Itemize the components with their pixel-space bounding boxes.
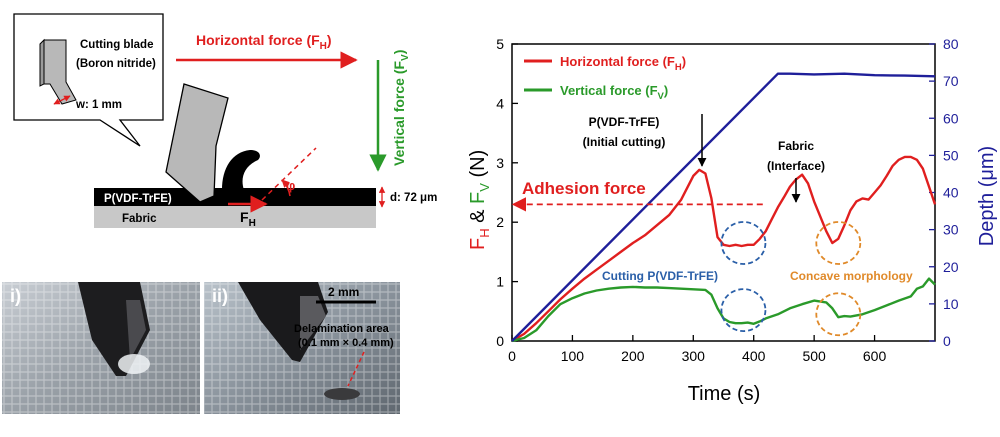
highlight-circle — [720, 288, 767, 333]
vertical-force-line — [511, 277, 936, 343]
right-tick-label: 10 — [943, 296, 959, 312]
blade-icon — [39, 38, 77, 105]
x-tick-label: 400 — [742, 348, 766, 364]
left-axis: 0 1 2 3 4 5 — [496, 36, 518, 349]
callout-line2: (Boron nitride) — [76, 58, 156, 70]
right-axis-label: Depth (μm) — [976, 146, 998, 246]
photo-i-label: i) — [10, 286, 21, 306]
angle-label: φ — [286, 178, 295, 193]
x-tick-label: 300 — [682, 348, 706, 364]
thickness-label: d: 72 μm — [390, 192, 437, 204]
right-tick-label: 50 — [943, 147, 959, 163]
width-label: w: 1 mm — [75, 99, 122, 111]
right-tick-label: 0 — [943, 333, 951, 349]
left-tick-label: 5 — [496, 36, 504, 52]
x-axis-label: Time (s) — [688, 383, 761, 405]
substrate — [94, 206, 376, 228]
interface-line2: (Interface) — [767, 159, 825, 173]
right-tick-label: 70 — [943, 73, 959, 89]
legend: Horizontal force (FH) Vertical force (FV… — [524, 54, 686, 102]
callout-bubble — [13, 13, 164, 147]
right-tick-label: 60 — [943, 110, 959, 126]
chart: 0 100 200 300 400 500 600 0 1 2 3 4 5 0 10 20 30 40 50 60… — [467, 36, 998, 405]
angle-reference-line — [261, 147, 317, 201]
concave-label: Concave morphology — [790, 269, 913, 283]
left-tick-label: 0 — [496, 333, 504, 349]
right-tick-label: 80 — [943, 36, 959, 52]
legend-label-horizontal: Horizontal force (FH) — [560, 54, 686, 73]
right-axis: 0 10 20 30 40 50 60 70 80 — [929, 36, 959, 349]
highlight-circle — [815, 292, 862, 337]
fh-label: FH — [240, 209, 256, 229]
x-axis: 0 100 200 300 400 500 600 — [508, 335, 886, 364]
x-tick-label: 200 — [621, 348, 645, 364]
x-tick-label: 100 — [561, 348, 585, 364]
callout-line1: Cutting blade — [80, 39, 153, 51]
width-arrow — [53, 95, 71, 105]
horizontal-force-line — [511, 155, 937, 343]
film-layer — [94, 188, 376, 206]
left-tick-label: 2 — [496, 214, 504, 230]
cutting-blade — [165, 83, 229, 203]
photo-i: i) — [2, 282, 200, 414]
x-tick-label: 0 — [508, 348, 516, 364]
substrate-label: Fabric — [122, 213, 157, 225]
right-tick-label: 20 — [943, 259, 959, 275]
adhesion-label: Adhesion force — [522, 179, 646, 198]
right-tick-label: 40 — [943, 185, 959, 201]
depth-line — [511, 72, 936, 342]
horizontal-force-label: Horizontal force (FH) — [196, 32, 332, 52]
interface-line1: Fabric — [778, 139, 814, 153]
film-label: P(VDF-TrFE) — [104, 193, 172, 205]
curled-chip — [222, 150, 260, 190]
left-axis-label: FH & FV (N) — [467, 150, 492, 250]
photo-ii-label: ii) — [212, 286, 228, 306]
cutting-label: Cutting P(VDF-TrFE) — [602, 269, 718, 283]
left-tick-label: 1 — [496, 274, 504, 290]
delamination-line1: Delamination area — [294, 323, 390, 335]
delamination-line2: (0.1 mm × 0.4 mm) — [298, 337, 394, 349]
x-tick-label: 500 — [802, 348, 826, 364]
right-tick-label: 30 — [943, 222, 959, 238]
left-tick-label: 4 — [496, 95, 504, 111]
highlight-circle — [720, 221, 767, 265]
legend-label-vertical: Vertical force (FV) — [560, 83, 668, 102]
scale-label: 2 mm — [328, 285, 359, 299]
delamination-spot — [324, 388, 360, 400]
left-tick-label: 3 — [496, 155, 504, 171]
schematic: Cutting blade (Boron nitride) w: 1 mm Ho… — [13, 13, 437, 229]
photo-ii: ii) 2 mm Delamination area (0.1 mm × 0.4… — [204, 282, 400, 414]
series-layer — [511, 72, 937, 343]
delamination-pointer — [347, 351, 365, 387]
initial-cutting-line2: (Initial cutting) — [583, 135, 666, 149]
highlight-circle — [815, 221, 862, 265]
angle-arc — [281, 179, 291, 197]
initial-cutting-line1: P(VDF-TrFE) — [589, 115, 660, 129]
annotation-layer — [511, 197, 862, 337]
chip-photo-i — [118, 354, 150, 374]
x-tick-label: 600 — [863, 348, 887, 364]
vertical-force-label: Vertical force (FV) — [391, 50, 411, 166]
